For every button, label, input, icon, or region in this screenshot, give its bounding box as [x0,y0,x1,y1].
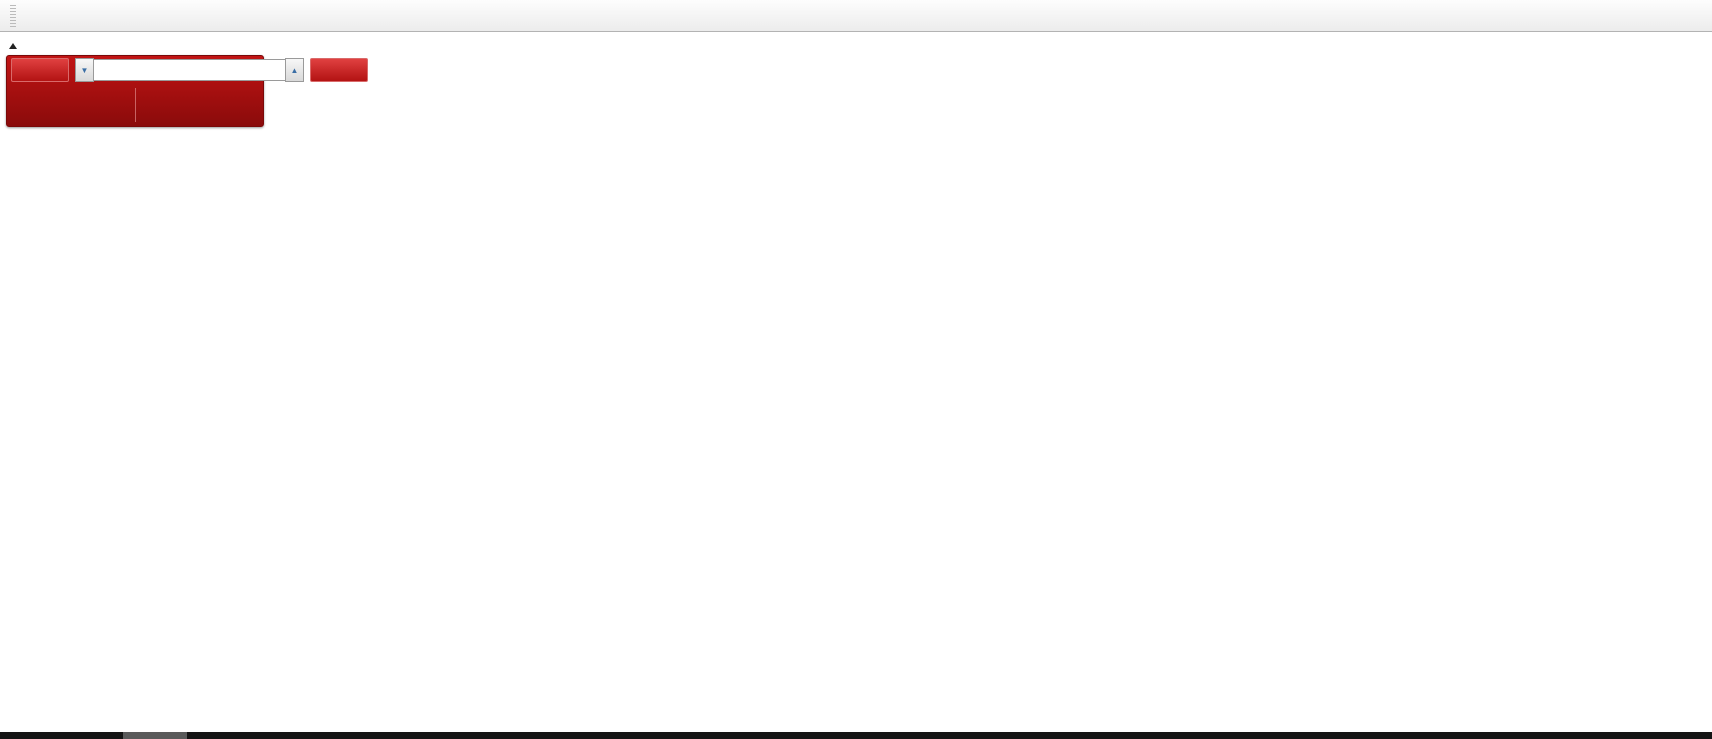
taskbar-strip [0,732,1712,739]
toolbar [0,0,1712,32]
sell-button[interactable] [11,58,69,82]
bid-price[interactable] [7,84,135,126]
one-click-trading-panel: ▼ ▲ [6,55,368,127]
taskbar-segment [123,732,187,739]
volume-decrease-button[interactable]: ▼ [75,58,94,82]
volume-input[interactable] [94,59,285,81]
symbol-marker-icon [9,43,17,49]
ask-price[interactable] [136,84,264,126]
volume-increase-button[interactable]: ▲ [285,58,304,82]
toolbar-grip[interactable] [10,4,16,27]
quote-divider [134,88,136,122]
buy-button[interactable] [310,58,368,82]
